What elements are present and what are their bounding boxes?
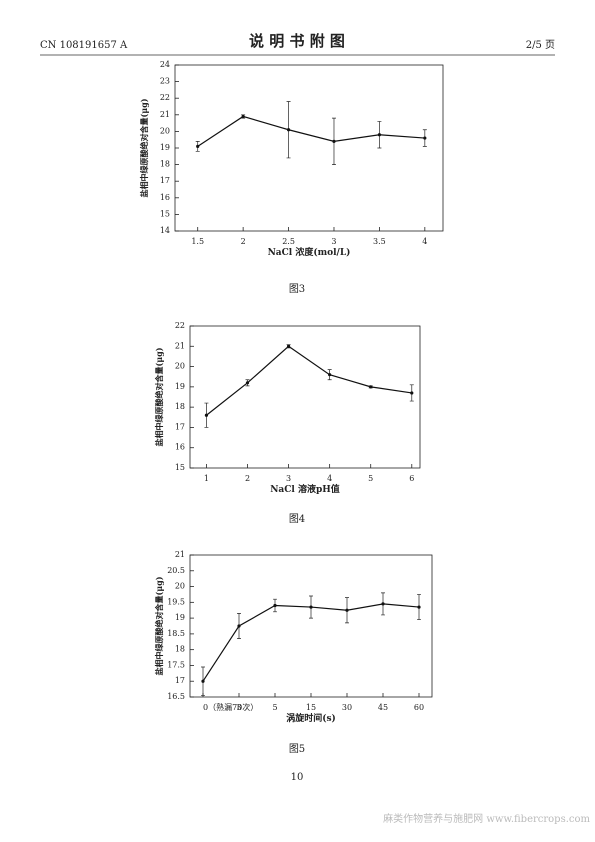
- x-tick-label: 2: [241, 237, 246, 246]
- x-tick-label: 30: [342, 703, 352, 712]
- data-point: [241, 114, 245, 119]
- data-point: [345, 608, 349, 612]
- y-tick-label: 17: [175, 676, 185, 685]
- watermark: 麻类作物营养与施肥网 www.fibercrops.com: [383, 812, 590, 825]
- data-point: [377, 133, 382, 137]
- x-tick-label: 5: [272, 703, 277, 712]
- y-tick-label: 15: [160, 209, 170, 218]
- y-tick-label: 17.5: [167, 660, 185, 669]
- x-tick-label: 3: [236, 703, 241, 712]
- x-tick-label: 45: [378, 703, 388, 712]
- data-point: [332, 139, 336, 143]
- data-point: [286, 344, 291, 348]
- x-tick-label: 60: [414, 703, 424, 712]
- x-tick-label: 3: [331, 237, 336, 246]
- data-point: [201, 679, 205, 683]
- y-axis-label: 盐相中绿原酸绝对含量(μg): [154, 576, 164, 675]
- page-title: 说 明 书 附 图: [249, 32, 345, 50]
- y-tick-label: 22: [175, 321, 185, 330]
- doc-number: CN 108191657 A: [40, 40, 128, 51]
- figure-caption: 图4: [289, 513, 305, 525]
- data-point: [410, 391, 414, 395]
- x-tick-label: 4: [422, 237, 427, 246]
- y-tick-label: 21: [175, 550, 185, 559]
- x-tick-label: 1: [204, 474, 209, 483]
- data-point: [369, 385, 373, 389]
- x-tick-label: 2.5: [282, 237, 295, 246]
- plot-frame: [189, 325, 421, 469]
- data-point: [273, 603, 277, 608]
- y-tick-label: 18.5: [167, 629, 185, 638]
- data-line: [206, 345, 412, 416]
- x-tick-label: 0（熟漏70次）: [203, 702, 258, 712]
- y-tick-label: 21: [160, 110, 170, 119]
- y-tick-label: 22: [160, 93, 170, 102]
- data-line: [197, 115, 425, 147]
- data-point: [309, 605, 313, 609]
- y-tick-label: 21: [175, 341, 185, 350]
- data-point: [196, 144, 200, 148]
- plot-frame: [189, 554, 433, 698]
- y-tick-label: 23: [160, 77, 170, 86]
- y-tick-label: 19.5: [167, 597, 185, 606]
- y-tick-label: 19: [160, 143, 170, 152]
- y-tick-label: 16: [160, 193, 170, 202]
- y-tick-label: 24: [160, 60, 170, 69]
- figure-caption: 图5: [289, 743, 305, 755]
- y-tick-label: 16: [175, 443, 185, 452]
- x-tick-label: 3.5: [373, 237, 386, 246]
- y-tick-label: 20: [175, 582, 185, 591]
- y-tick-label: 18: [160, 160, 170, 169]
- x-axis-label: NaCl 溶液pH值: [270, 483, 340, 495]
- data-point: [245, 381, 250, 385]
- page-number: 10: [291, 772, 304, 783]
- y-tick-label: 20.5: [167, 566, 185, 575]
- data-point: [286, 128, 291, 132]
- y-tick-label: 18: [175, 645, 185, 654]
- data-point: [417, 605, 421, 609]
- y-tick-label: 20: [175, 362, 185, 371]
- x-tick-label: 6: [409, 474, 414, 483]
- y-tick-label: 16.5: [167, 692, 185, 701]
- y-tick-label: 20: [160, 126, 170, 135]
- y-tick-label: 18: [175, 402, 185, 411]
- y-tick-label: 17: [175, 422, 185, 431]
- x-axis-label: NaCl 浓度(mol/L): [268, 246, 351, 258]
- plot-frame: [174, 64, 444, 232]
- y-tick-label: 17: [160, 176, 170, 185]
- page-index: 2/5 页: [526, 39, 555, 51]
- x-tick-label: 4: [327, 474, 332, 483]
- figure-caption: 图3: [289, 283, 305, 295]
- x-tick-label: 15: [306, 703, 316, 712]
- data-point: [381, 602, 385, 606]
- y-tick-label: 19: [175, 613, 185, 622]
- x-tick-label: 5: [368, 474, 373, 483]
- y-axis-label: 盐相中绿原酸绝对含量(μg): [139, 98, 149, 197]
- y-tick-label: 14: [160, 226, 170, 235]
- y-axis-label: 盐相中绿原酸绝对含量(μg): [154, 347, 164, 446]
- x-tick-label: 3: [286, 474, 291, 483]
- y-tick-label: 19: [175, 382, 185, 391]
- x-axis-label: 涡旋时间(s): [286, 712, 336, 724]
- data-point: [237, 624, 241, 628]
- data-point: [204, 413, 209, 417]
- data-point: [328, 373, 332, 377]
- x-tick-label: 1.5: [191, 237, 204, 246]
- x-tick-label: 2: [245, 474, 250, 483]
- y-tick-label: 15: [175, 463, 185, 472]
- data-point: [423, 136, 427, 140]
